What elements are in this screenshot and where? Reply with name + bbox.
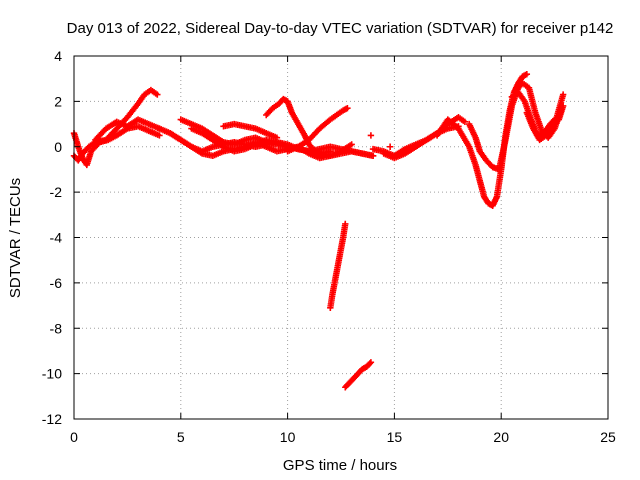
- axis-ticks: [73, 55, 609, 420]
- data-point-arc-9: [273, 134, 281, 141]
- y-tick-labels: 4 2 0 -2 -4 -6 -8 -10 -12: [42, 48, 62, 427]
- x-tick-label: 10: [280, 429, 296, 445]
- data-point-arc-4: [348, 141, 355, 148]
- data-point-arc-7: [327, 148, 334, 155]
- data-point-arc-12: [367, 359, 375, 366]
- x-tick-label: 25: [600, 429, 616, 445]
- data-point-arc-10: [344, 104, 351, 112]
- data-point-arc-2: [154, 91, 161, 98]
- y-axis-label: SDTVAR / TECUs: [7, 178, 24, 298]
- y-tick-label: -8: [50, 320, 63, 336]
- data-point-arc-14: [461, 118, 469, 125]
- y-tick-label: 0: [54, 139, 62, 155]
- data-point-arc-11: [342, 220, 349, 228]
- data-point-arc-15: [523, 70, 531, 78]
- y-tick-label: 4: [54, 48, 62, 64]
- data-point-isolated: [386, 143, 394, 150]
- grid-lines: [74, 56, 608, 419]
- data-point-arc-1: [156, 132, 163, 139]
- x-tick-label: 20: [493, 429, 509, 445]
- chart-title: Day 013 of 2022, Sidereal Day-to-day VTE…: [67, 20, 614, 37]
- data-point-arc-8: [318, 152, 325, 160]
- y-tick-label: -2: [50, 184, 63, 200]
- data-point-arc-6: [369, 152, 377, 160]
- y-tick-label: -4: [50, 230, 63, 246]
- data-point-arc-17: [559, 91, 567, 98]
- x-tick-label: 5: [177, 429, 185, 445]
- data-point-arc-12: [366, 360, 374, 367]
- x-tick-label: 0: [70, 429, 78, 445]
- y-tick-label: 2: [54, 93, 62, 109]
- x-tick-label: 15: [387, 429, 403, 445]
- x-axis-label: GPS time / hours: [283, 457, 397, 474]
- y-tick-label: -6: [50, 275, 63, 291]
- x-tick-labels: 0 5 10 15 20 25: [70, 429, 616, 445]
- data-point-isolated: [367, 132, 375, 139]
- data-point-arc-18: [559, 102, 567, 110]
- data-points: [70, 70, 567, 391]
- y-tick-label: -12: [42, 411, 62, 427]
- y-tick-label: -10: [42, 366, 62, 382]
